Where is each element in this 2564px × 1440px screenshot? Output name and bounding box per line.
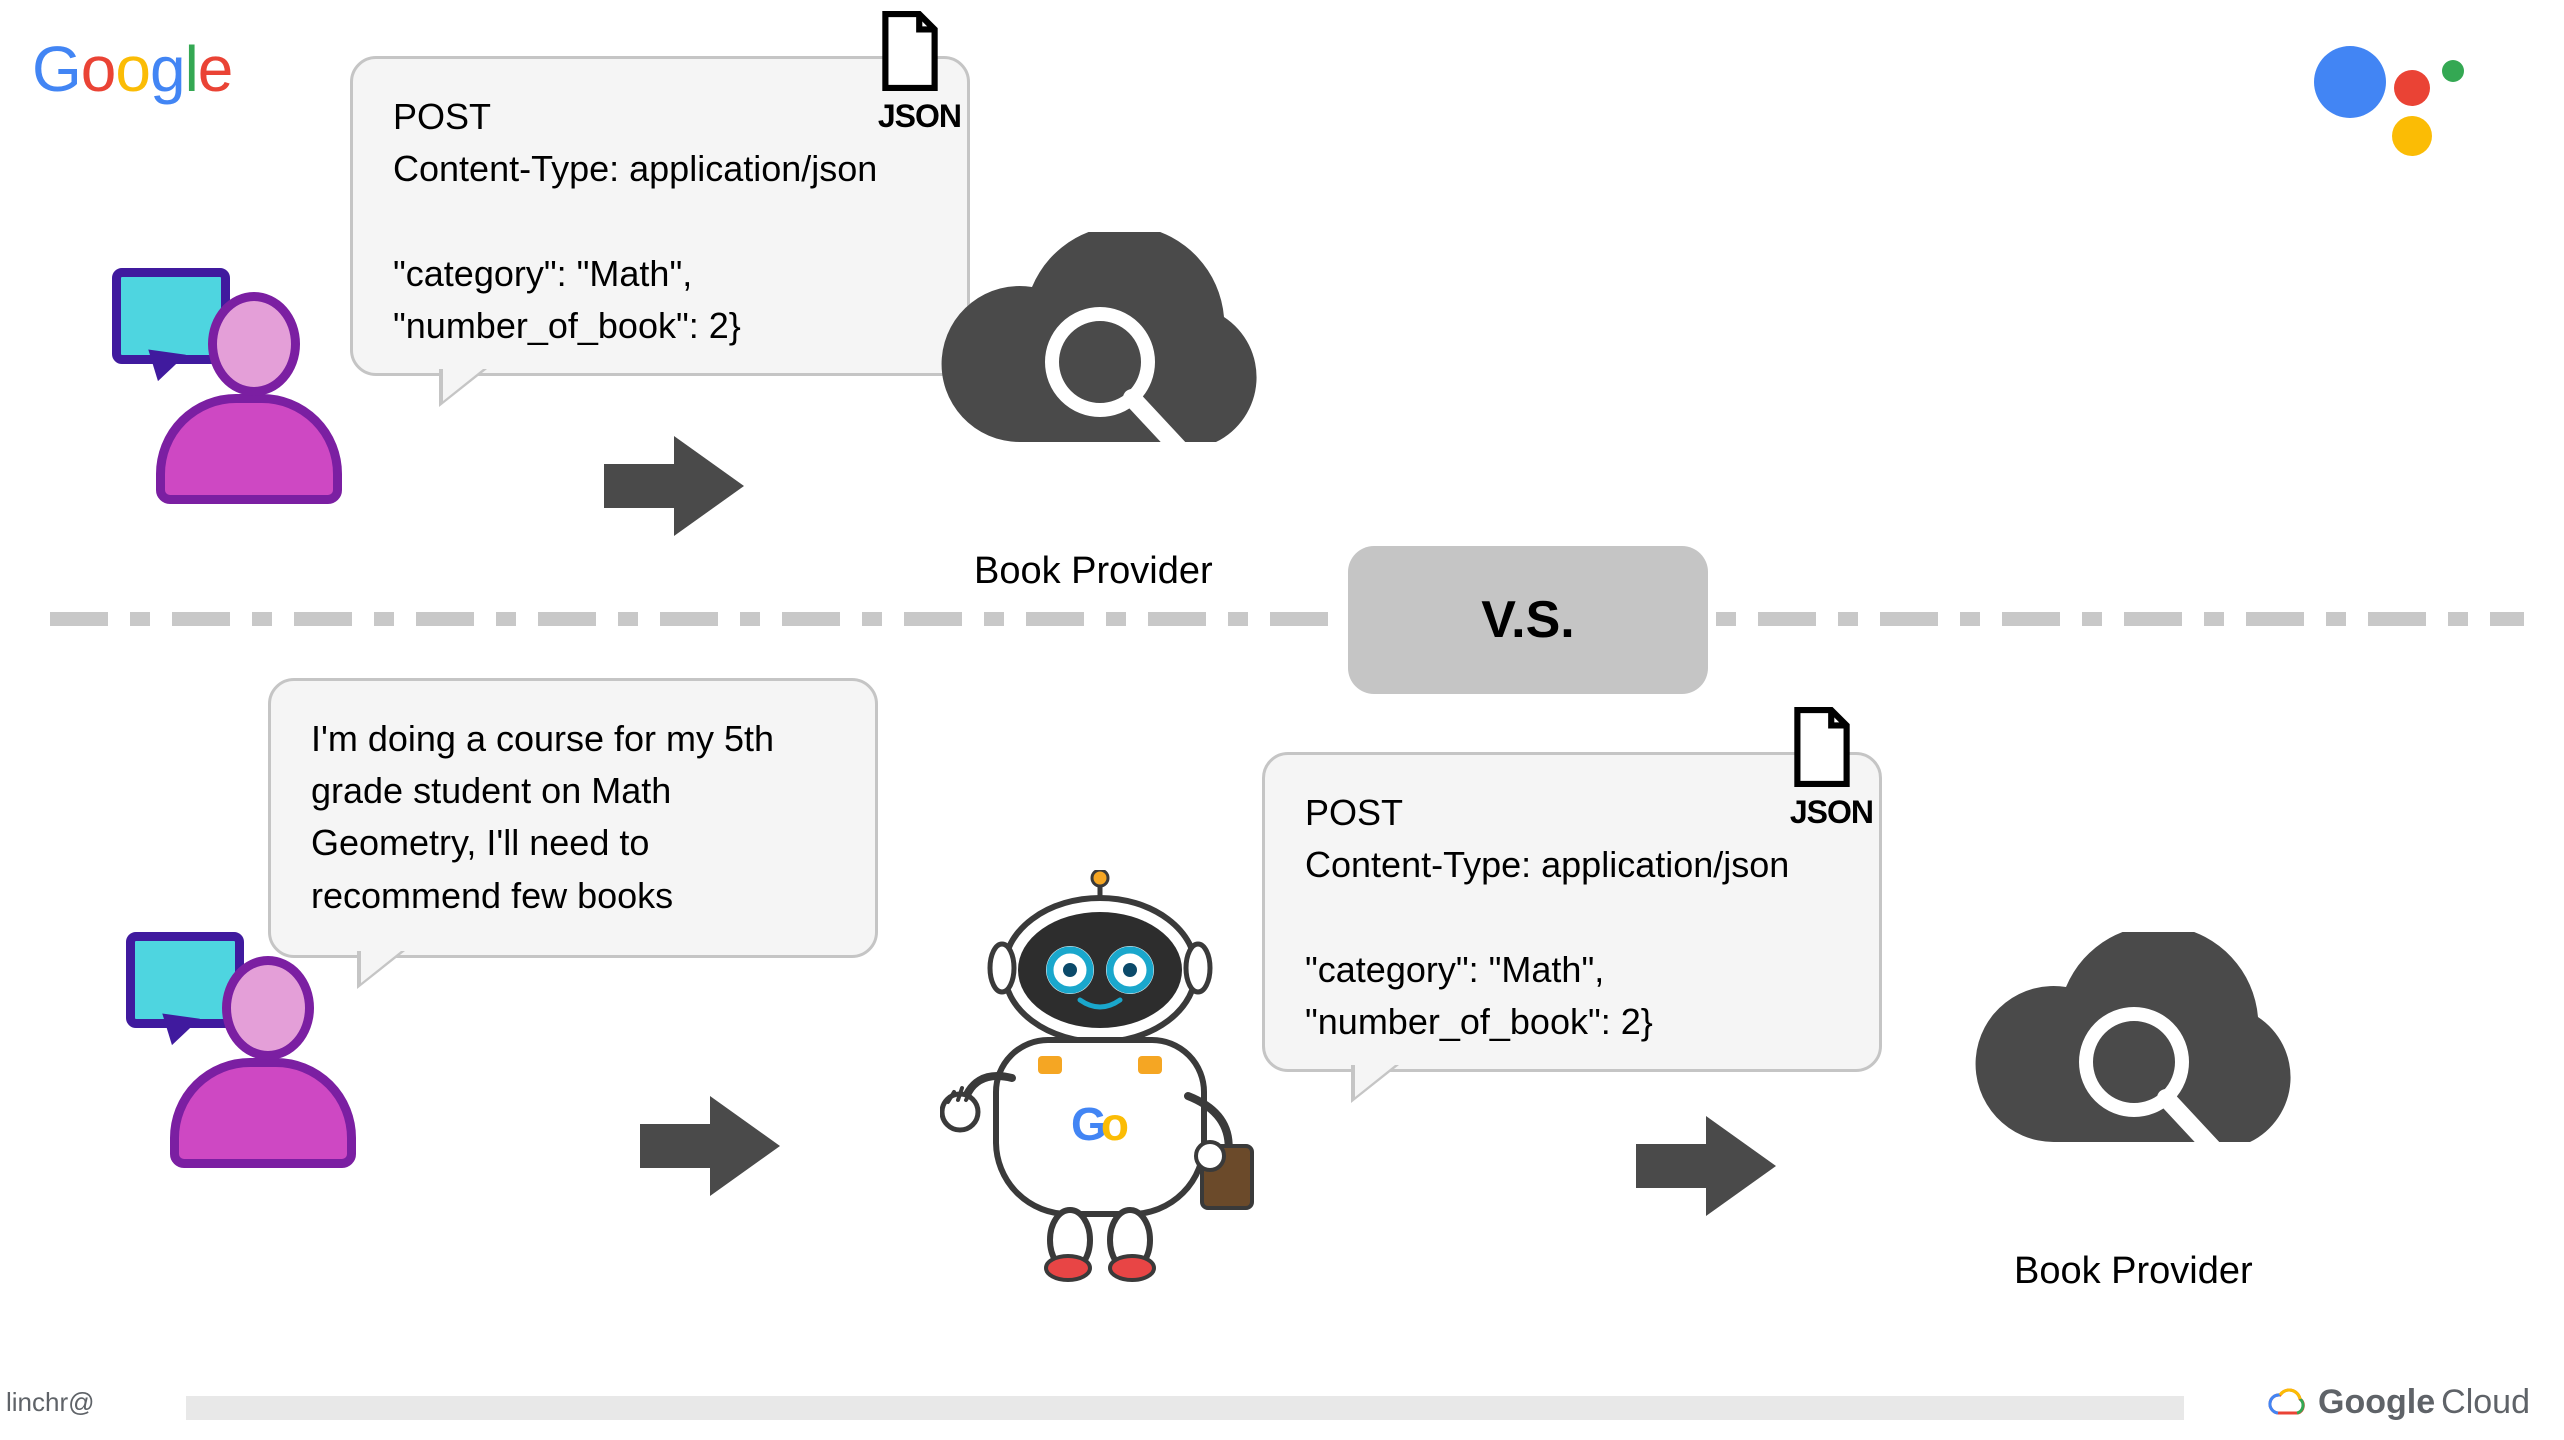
vs-label: V.S. [1348, 546, 1708, 694]
api-request-text: POSTContent-Type: application/json "cate… [1305, 787, 1839, 1048]
arrow-bottom-2 [1636, 1116, 1776, 1216]
user-speech-bottom: I'm doing a course for my 5th grade stud… [268, 678, 878, 958]
api-request-bottom: JSON POSTContent-Type: application/json … [1262, 752, 1882, 1072]
svg-text:Go: Go [1071, 1098, 1129, 1150]
footer-handle: linchr@ [6, 1387, 95, 1418]
divider [50, 612, 2524, 626]
json-label: JSON [878, 93, 961, 139]
arrow-bottom-1 [640, 1096, 780, 1196]
json-file-icon [1791, 707, 1853, 787]
api-request-text: POSTContent-Type: application/json "cate… [393, 91, 927, 352]
cloud-label-bottom: Book Provider [2014, 1250, 2253, 1293]
ai-robot: Go [940, 870, 1260, 1290]
user-speech-text: I'm doing a course for my 5th grade stud… [311, 713, 835, 922]
json-label: JSON [1790, 789, 1873, 835]
arrow-top [604, 436, 744, 536]
user-icon-bottom [126, 928, 326, 1158]
cloud-label-top: Book Provider [974, 550, 1213, 593]
cloud-provider-top [910, 232, 1310, 512]
user-icon-top [112, 264, 312, 494]
footer-google-cloud: GoogleCloud [2266, 1383, 2530, 1422]
json-file-icon [879, 11, 941, 91]
api-request-top: JSON POSTContent-Type: application/json … [350, 56, 970, 376]
cloud-provider-bottom [1944, 932, 2344, 1212]
google-logo: Google [32, 32, 232, 106]
assistant-logo [2314, 30, 2494, 160]
footer-bar [186, 1396, 2184, 1420]
